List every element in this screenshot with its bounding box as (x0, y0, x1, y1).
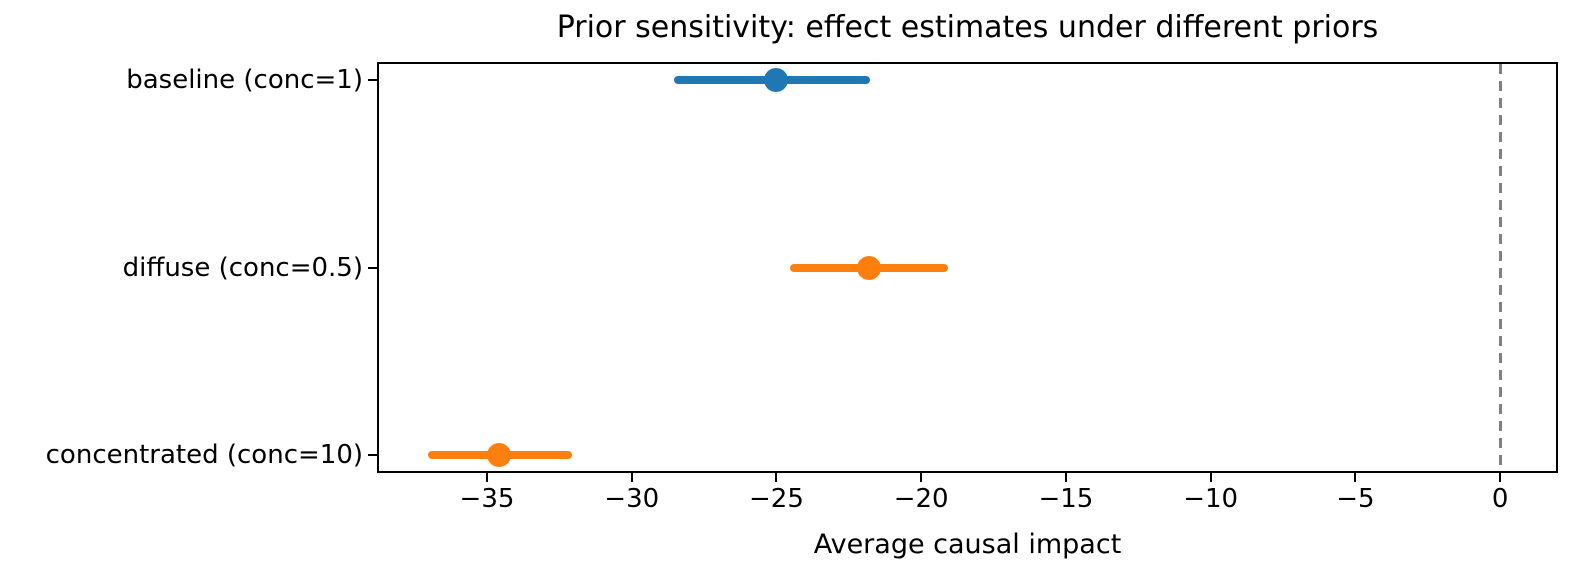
x-tick-label: −25 (749, 484, 804, 514)
x-tick-label: −30 (604, 484, 660, 514)
point-estimate-marker (486, 442, 511, 467)
x-tick (1064, 473, 1067, 482)
point-estimate-marker (764, 68, 789, 93)
x-tick (630, 473, 633, 482)
x-tick (1499, 473, 1502, 482)
y-tick-label: baseline (conc=1) (126, 65, 363, 96)
x-tick (920, 473, 923, 482)
y-tick (368, 79, 377, 82)
x-axis-label: Average causal impact (813, 529, 1122, 560)
chart-title: Prior sensitivity: effect estimates unde… (556, 10, 1379, 45)
zero-reference-line (1498, 64, 1502, 471)
y-tick (368, 266, 377, 269)
x-tick-label: −5 (1336, 484, 1375, 514)
x-tick (485, 473, 488, 482)
y-tick-label: diffuse (conc=0.5) (122, 252, 363, 283)
y-tick-label: concentrated (conc=10) (45, 439, 363, 470)
x-tick-label: −35 (459, 484, 515, 514)
point-estimate-marker (857, 255, 882, 280)
x-tick-label: −20 (893, 484, 949, 514)
plot-area (377, 62, 1558, 473)
x-tick-label: 0 (1491, 484, 1509, 514)
x-tick (775, 473, 778, 482)
x-tick-label: −15 (1038, 484, 1094, 514)
x-tick (1209, 473, 1212, 482)
x-tick (1354, 473, 1357, 482)
x-tick-label: −10 (1183, 484, 1239, 514)
y-tick (368, 453, 377, 456)
